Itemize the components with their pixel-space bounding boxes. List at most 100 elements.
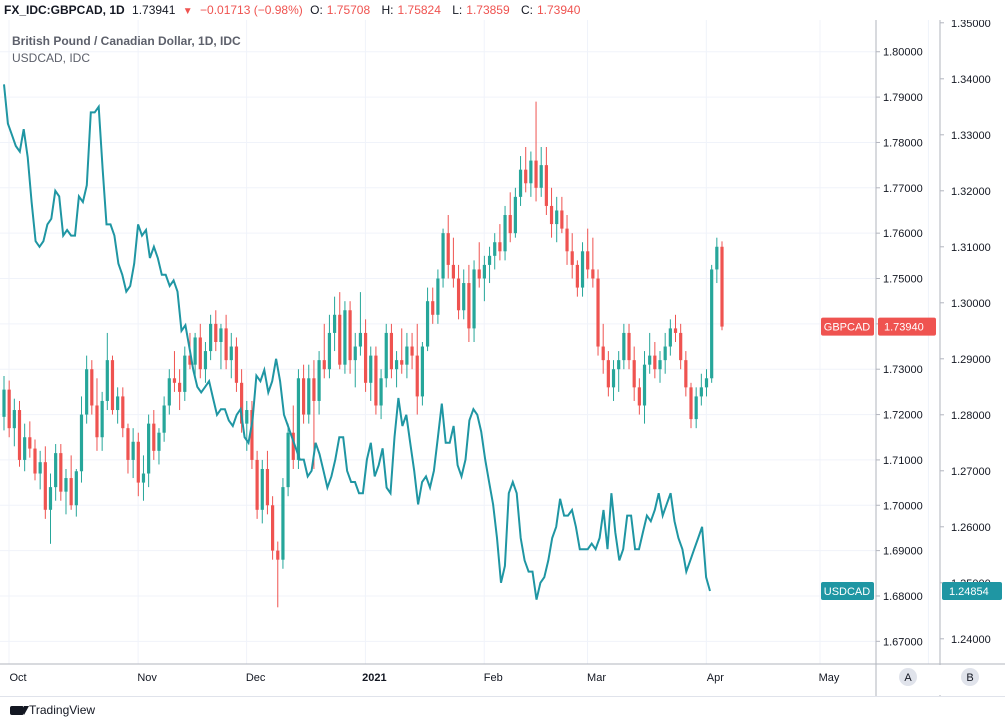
gbpcad-candle — [570, 233, 574, 279]
gbpcad-candle — [586, 228, 590, 279]
usdcad-price-tag: 1.24854 — [942, 581, 1002, 600]
gbpcad-candle — [441, 228, 445, 288]
price-tags: GBPCAD 1.73940 USDCAD 1.24854 — [821, 317, 1002, 600]
gbpcad-candle — [198, 323, 202, 379]
gbpcad-candles — [2, 101, 724, 608]
gbpcad-candle — [668, 319, 672, 356]
gbpcad-candle — [121, 387, 125, 438]
gbpcad-candle — [219, 323, 223, 370]
main-series-legend[interactable]: British Pound / Canadian Dollar, 1D, IDC — [12, 34, 241, 48]
gbpcad-candle — [425, 287, 430, 352]
right-scale-tick: 1.24000 — [951, 634, 991, 646]
b-scale-label: B — [966, 672, 973, 684]
right-scale-tick: 1.28000 — [951, 410, 991, 422]
gbpcad-candle — [291, 405, 295, 469]
right-scale-tick: 1.35000 — [951, 20, 991, 30]
gbpcad-candle — [539, 146, 543, 197]
gbpcad-candle — [456, 264, 461, 320]
tradingview-brand: TradingView — [29, 703, 96, 717]
right-scale-tick: 1.31000 — [951, 242, 991, 254]
gbpcad-candle — [172, 351, 177, 392]
gbpcad-candle — [48, 473, 53, 544]
open-label: O: 1.75708 — [310, 3, 371, 17]
time-axis-label: May — [819, 672, 840, 684]
usdcad-tag-label: USDCAD — [824, 586, 871, 598]
gbpcad-candle — [513, 187, 517, 238]
gbpcad-candle — [394, 351, 399, 388]
gbpcad-candle — [286, 423, 290, 497]
gbpcad-candle — [343, 301, 347, 374]
gbpcad-candle — [715, 237, 719, 284]
gbpcad-last-value: 1.73940 — [884, 322, 924, 334]
scale-buttons: A B — [877, 665, 1005, 695]
gbpcad-candle — [389, 323, 394, 379]
gbpcad-candle — [33, 439, 37, 481]
gbpcad-candle — [601, 323, 605, 374]
gbpcad-candle — [451, 237, 455, 288]
open-value: 1.75708 — [326, 3, 371, 17]
gbpcad-candle — [699, 373, 703, 406]
gbpcad-candle — [606, 351, 610, 397]
gbpcad-candle — [534, 101, 538, 202]
gbpcad-candle — [611, 360, 616, 401]
left-scale-tick: 1.68000 — [883, 591, 923, 603]
price-chart[interactable]: OctNovDec2021FebMarAprMayJun1.800001.790… — [0, 20, 1005, 696]
auto-scale-button[interactable] — [899, 668, 917, 686]
gbpcad-candle — [487, 246, 492, 284]
gbpcad-candle — [141, 455, 146, 501]
left-scale-tick: 1.79000 — [883, 92, 923, 104]
gbpcad-candle — [431, 287, 435, 324]
gbpcad-candle — [642, 351, 647, 424]
gbpcad-candle — [54, 444, 58, 501]
gbpcad-candle — [157, 428, 161, 465]
gbpcad-candle — [332, 296, 337, 352]
left-scale-tick: 1.76000 — [883, 228, 923, 240]
gbpcad-candle — [524, 146, 528, 193]
left-scale-tick: 1.67000 — [883, 636, 923, 648]
gbpcad-candle — [64, 468, 68, 515]
high-label: H: 1.75824 — [381, 3, 441, 17]
gbpcad-candle — [116, 387, 120, 424]
gbpcad-candle — [271, 496, 275, 560]
last-price: 1.73941 — [132, 3, 176, 17]
b-scale-button[interactable] — [961, 668, 979, 686]
gbpcad-candle — [627, 323, 631, 370]
gbpcad-candle — [508, 192, 512, 243]
gbpcad-candle — [178, 369, 182, 411]
gbpcad-candle — [281, 478, 285, 569]
gbpcad-candle — [28, 421, 32, 458]
gbpcad-candle — [565, 215, 569, 265]
gbpcad-candle — [59, 444, 63, 501]
right-scale-tick: 1.30000 — [951, 298, 991, 310]
gbpcad-candle — [276, 541, 280, 608]
gbpcad-candle — [193, 332, 197, 379]
gbpcad-candle — [720, 241, 724, 331]
gbpcad-candle — [462, 269, 466, 320]
gbpcad-candle — [617, 351, 621, 392]
gbpcad-candle — [498, 224, 502, 261]
down-arrow-icon: ▼ — [182, 6, 193, 17]
gbpcad-candle — [637, 378, 641, 415]
gbpcad-candle — [477, 242, 481, 288]
gbpcad-candle — [358, 292, 363, 356]
left-scale-tick: 1.70000 — [883, 500, 923, 512]
right-scale-tick: 1.34000 — [951, 74, 991, 86]
overlay-series-legend[interactable]: USDCAD, IDC — [12, 51, 90, 65]
gbpcad-candle — [131, 428, 135, 479]
gbpcad-candle — [245, 400, 249, 451]
gbpcad-candle — [85, 355, 89, 424]
left-scale-tick: 1.73000 — [883, 364, 923, 376]
gbpcad-candle — [518, 156, 523, 206]
right-scale-tick: 1.26000 — [951, 522, 991, 534]
gbpcad-candle — [348, 301, 352, 374]
gbpcad-candle — [301, 364, 306, 424]
gbpcad-candle — [250, 400, 254, 469]
gbpcad-candle — [405, 332, 409, 379]
usdcad-series-tag: USDCAD — [821, 581, 874, 600]
gbpcad-candle — [410, 332, 414, 370]
gbpcad-candle — [436, 269, 440, 324]
gbpcad-candle — [105, 332, 109, 411]
symbol-name[interactable]: FX_IDC:GBPCAD, 1D — [4, 3, 125, 17]
tradingview-logo[interactable]: TradingView — [10, 703, 95, 717]
gbpcad-candle — [90, 360, 94, 415]
